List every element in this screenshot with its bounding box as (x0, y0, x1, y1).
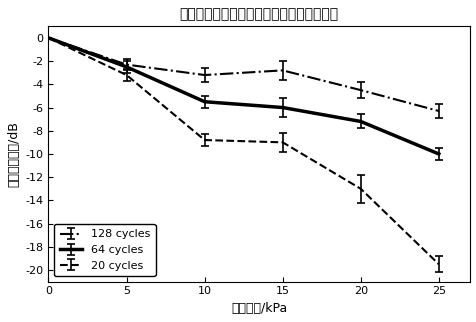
Y-axis label: 谐波幅值变化/dB: 谐波幅值变化/dB (7, 121, 20, 187)
X-axis label: 外周过压/kPa: 外周过压/kPa (231, 302, 287, 315)
Title: 外周压力变化对超谐波的影响（实验数据）: 外周压力变化对超谐波的影响（实验数据） (179, 7, 338, 21)
Legend: 128 cycles, 64 cycles, 20 cycles: 128 cycles, 64 cycles, 20 cycles (54, 224, 155, 276)
